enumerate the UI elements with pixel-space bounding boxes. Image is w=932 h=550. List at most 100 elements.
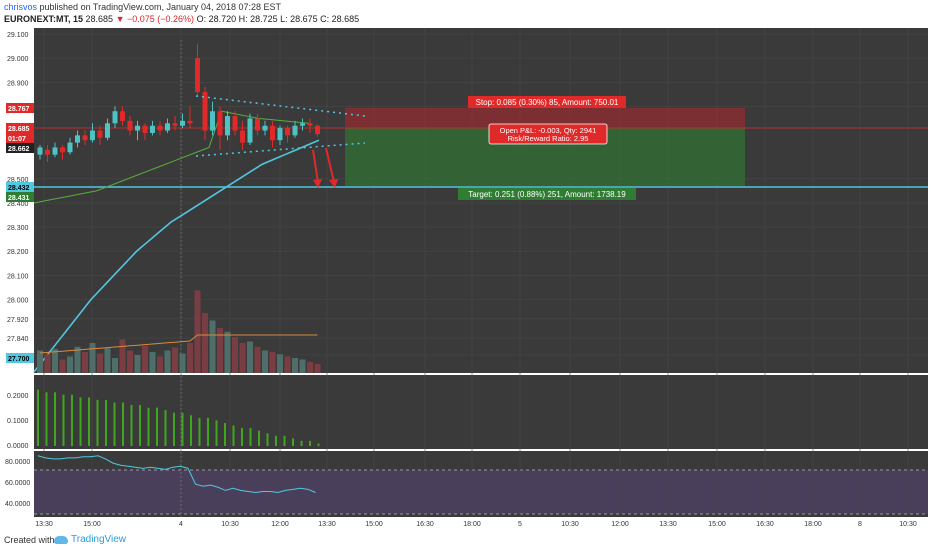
candle[interactable] bbox=[270, 125, 275, 141]
tradingview-brand[interactable]: TradingView bbox=[54, 534, 126, 545]
volume-bar bbox=[149, 352, 156, 373]
volume-bar bbox=[82, 352, 88, 373]
candle[interactable] bbox=[150, 125, 155, 133]
volume-bar bbox=[314, 364, 321, 373]
volume-bar bbox=[232, 337, 238, 373]
y-tick-label: 28.000 bbox=[7, 297, 29, 304]
time-axis[interactable]: 13:30 15:00 4 10:30 12:00 13:30 15:00 16:30 18:0… bbox=[35, 521, 917, 528]
candle[interactable] bbox=[255, 118, 260, 131]
volume-bar bbox=[142, 346, 148, 373]
candle[interactable] bbox=[292, 125, 298, 136]
arrow-1-head bbox=[313, 179, 322, 188]
main-pane-bg bbox=[34, 28, 928, 373]
volume-bar bbox=[134, 355, 141, 373]
x-tick-label: 15:00 bbox=[365, 521, 383, 528]
arrow-1[interactable] bbox=[312, 149, 319, 183]
candle[interactable] bbox=[45, 149, 50, 155]
volume-bar bbox=[164, 350, 171, 373]
target-label-text: Target: 0.251 (0.88%) 251, Amount: 1738.… bbox=[468, 190, 626, 199]
stop-label[interactable]: Stop: 0.085 (0.30%) 85, Amount: 750.01 bbox=[468, 96, 626, 108]
osc1-tick-label: 0.2000 bbox=[7, 393, 29, 400]
arrow-2[interactable] bbox=[325, 147, 335, 183]
osc1-tick-label: 0.0000 bbox=[7, 443, 29, 450]
candles[interactable] bbox=[37, 43, 321, 162]
candle[interactable] bbox=[120, 111, 125, 121]
symbol-label[interactable]: EURONEXT:MT, 15 bbox=[4, 14, 84, 24]
candle[interactable] bbox=[37, 147, 43, 155]
candle[interactable] bbox=[187, 120, 193, 124]
ema-line bbox=[33, 139, 320, 373]
y-tick-label: 28.300 bbox=[7, 225, 29, 232]
pnl-label[interactable]: Open P&L: -0.003, Qty: 2941 Risk/Reward … bbox=[488, 123, 608, 145]
publish-text: published on TradingView.com, January 04… bbox=[39, 2, 282, 12]
candle[interactable] bbox=[97, 130, 103, 138]
volume-bar bbox=[157, 356, 163, 373]
candle[interactable] bbox=[90, 130, 95, 141]
x-tick-label: 16:30 bbox=[756, 521, 774, 528]
candle[interactable] bbox=[142, 125, 148, 133]
candle[interactable] bbox=[112, 111, 118, 124]
candle[interactable] bbox=[232, 116, 238, 131]
candle[interactable] bbox=[60, 147, 65, 153]
oscillator1-histogram bbox=[37, 389, 320, 446]
candle[interactable] bbox=[127, 120, 133, 131]
volume-bar bbox=[37, 350, 43, 373]
x-tick-label: 12:00 bbox=[271, 521, 289, 528]
candle[interactable] bbox=[262, 125, 268, 131]
price-tag-text: 27.700 bbox=[8, 356, 30, 363]
candle[interactable] bbox=[202, 91, 208, 131]
stop-zone[interactable] bbox=[345, 108, 745, 128]
price-tag bbox=[6, 133, 34, 143]
price-tag bbox=[6, 123, 34, 133]
candle[interactable] bbox=[300, 123, 305, 126]
x-tick-label: 10:30 bbox=[221, 521, 239, 528]
candle[interactable] bbox=[277, 128, 283, 141]
x-tick-label: 13:30 bbox=[659, 521, 677, 528]
candle[interactable] bbox=[165, 123, 170, 131]
candle[interactable] bbox=[82, 135, 88, 141]
x-tick-label: 13:30 bbox=[35, 521, 53, 528]
candle[interactable] bbox=[180, 120, 185, 126]
candle[interactable] bbox=[247, 118, 253, 143]
candle[interactable] bbox=[315, 125, 320, 135]
brand-name: TradingView bbox=[71, 534, 127, 545]
candle[interactable] bbox=[157, 125, 163, 131]
y-tick-label: 28.900 bbox=[7, 80, 29, 87]
osc2-tick-label: 80.0000 bbox=[5, 459, 30, 466]
price-tag-text: 01:07 bbox=[8, 136, 26, 143]
symbol-line: EURONEXT:MT, 15 28.685 ▼ −0.075 (−0.26%)… bbox=[4, 14, 359, 24]
arrow-2-head bbox=[329, 179, 338, 188]
volume-bar bbox=[262, 350, 268, 373]
candle[interactable] bbox=[67, 142, 73, 153]
author-link[interactable]: chrisvos bbox=[4, 2, 38, 12]
candle[interactable] bbox=[285, 128, 290, 136]
volume-bar bbox=[67, 356, 73, 373]
candle[interactable] bbox=[225, 116, 230, 136]
triangle-upper-line[interactable] bbox=[195, 95, 366, 117]
candle[interactable] bbox=[105, 123, 110, 138]
candle[interactable] bbox=[210, 111, 215, 131]
volume-bar bbox=[299, 359, 306, 373]
y-tick-label: 28.200 bbox=[7, 249, 29, 256]
candle[interactable] bbox=[307, 123, 313, 126]
candle[interactable] bbox=[217, 111, 223, 136]
x-tick-label: 12:00 bbox=[611, 521, 629, 528]
target-label[interactable]: Target: 0.251 (0.88%) 251, Amount: 1738.… bbox=[458, 188, 636, 200]
price-chart[interactable]: 29.10029.00028.90028.80028.50028.40028.3… bbox=[0, 28, 932, 530]
price-tag-text: 28.431 bbox=[8, 195, 30, 202]
price-tag bbox=[6, 143, 34, 153]
candle[interactable] bbox=[75, 135, 80, 143]
rsi-band bbox=[34, 470, 928, 514]
volume-bar bbox=[217, 328, 223, 373]
candle[interactable] bbox=[195, 58, 200, 92]
candle[interactable] bbox=[135, 125, 140, 131]
volume-bar bbox=[254, 346, 261, 373]
volume-bar bbox=[292, 358, 298, 373]
candle[interactable] bbox=[240, 130, 245, 143]
candle[interactable] bbox=[52, 147, 58, 155]
price-change: ▼ −0.075 (−0.26%) bbox=[115, 14, 195, 24]
volume-bar bbox=[127, 350, 133, 373]
triangle-lower-line[interactable] bbox=[195, 142, 366, 157]
candle[interactable] bbox=[172, 123, 178, 126]
chart-header: chrisvos published on TradingView.com, J… bbox=[0, 0, 932, 28]
